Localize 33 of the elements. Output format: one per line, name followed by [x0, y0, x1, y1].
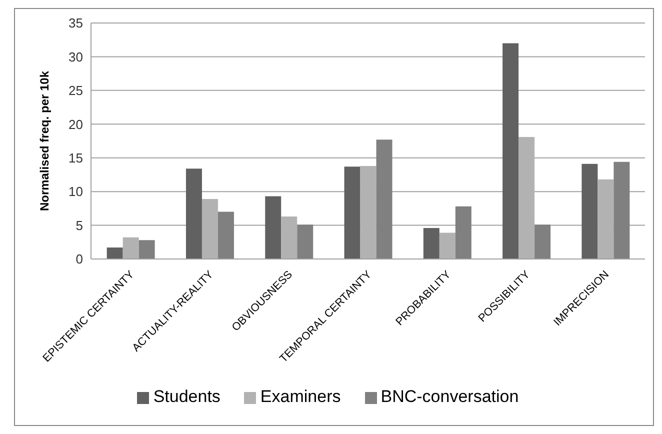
bar	[534, 224, 551, 259]
legend-label: BNC-conversation	[380, 387, 519, 406]
legend-label: Examiners	[260, 387, 341, 406]
bar	[518, 136, 535, 259]
bar	[138, 240, 155, 259]
bar	[186, 168, 202, 259]
bar	[344, 166, 360, 259]
bar	[297, 224, 314, 259]
y-tick-label: 5	[76, 218, 83, 233]
y-tick-label: 30	[68, 49, 83, 64]
bar	[122, 237, 139, 259]
y-tick-label: 15	[68, 150, 83, 166]
y-tick-label: 35	[68, 16, 83, 31]
bar	[106, 248, 123, 259]
bar	[582, 164, 598, 259]
y-tick-label: 10	[68, 184, 83, 200]
y-axis-title: Normalised freq. per 10k	[37, 70, 52, 212]
legend-label: Students	[153, 387, 220, 406]
bar	[218, 212, 234, 259]
bar	[455, 206, 472, 259]
bar	[265, 196, 282, 259]
bar	[281, 216, 298, 259]
bar	[202, 198, 218, 259]
bar	[423, 228, 440, 259]
bar	[376, 140, 392, 259]
y-tick-label: 20	[68, 116, 83, 132]
bar	[598, 179, 614, 259]
bar	[360, 166, 376, 259]
bar	[614, 162, 630, 259]
y-tick-label: 0	[76, 252, 83, 267]
bar	[439, 232, 456, 259]
y-tick-label: 25	[68, 83, 83, 98]
bar	[502, 43, 519, 259]
